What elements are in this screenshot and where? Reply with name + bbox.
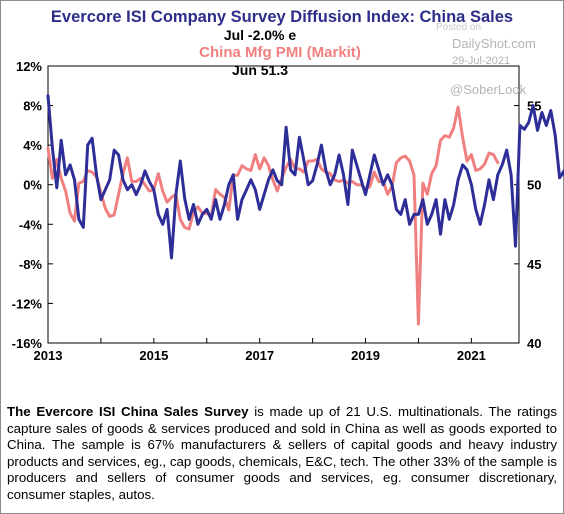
left-axis-tick-label: -8% <box>19 257 43 272</box>
x-axis-tick-label: 2015 <box>139 348 168 363</box>
x-axis-tick-label: 2019 <box>351 348 380 363</box>
right-axis-tick-label: 50 <box>527 178 541 193</box>
left-axis-tick-label: -16% <box>12 336 43 351</box>
right-axis-tick-label: 40 <box>527 336 541 351</box>
description-body: is made up of 21 U.S. multinationals. Th… <box>7 404 557 502</box>
x-axis-tick-label: 2017 <box>245 348 274 363</box>
watermark-posted-on: Posted on <box>436 22 482 33</box>
plot-border <box>47 65 520 344</box>
left-axis-tick-label: 0% <box>23 178 42 193</box>
survey-latest-label: Jul -2.0% e <box>223 27 297 43</box>
left-axis-tick-label: 4% <box>23 138 42 153</box>
watermark-handle: @SoberLook <box>450 82 527 97</box>
pmi-latest-label: Jun 51.3 <box>231 62 289 78</box>
left-axis-tick-label: 12% <box>16 59 42 74</box>
left-axis-tick-label: -4% <box>19 217 43 232</box>
x-axis-tick-label: 2013 <box>34 348 63 363</box>
chart-title: Evercore ISI Company Survey Diffusion In… <box>50 8 514 26</box>
x-axis-tick-label: 2021 <box>457 348 486 363</box>
left-axis-tick-label: -12% <box>12 296 43 311</box>
right-axis-tick-label: 45 <box>527 257 541 272</box>
survey-index-line <box>46 94 564 260</box>
description-text: The Evercore ISI China Sales Survey is m… <box>7 404 557 504</box>
watermark-site: DailyShot.com <box>452 36 536 51</box>
description-bold-lead: The Evercore ISI China Sales Survey <box>7 404 249 419</box>
pmi-series-label: China Mfg PMI (Markit) <box>199 44 361 61</box>
watermark-date: 29-Jul-2021 <box>452 55 511 67</box>
left-axis-tick-label: 8% <box>23 99 42 114</box>
